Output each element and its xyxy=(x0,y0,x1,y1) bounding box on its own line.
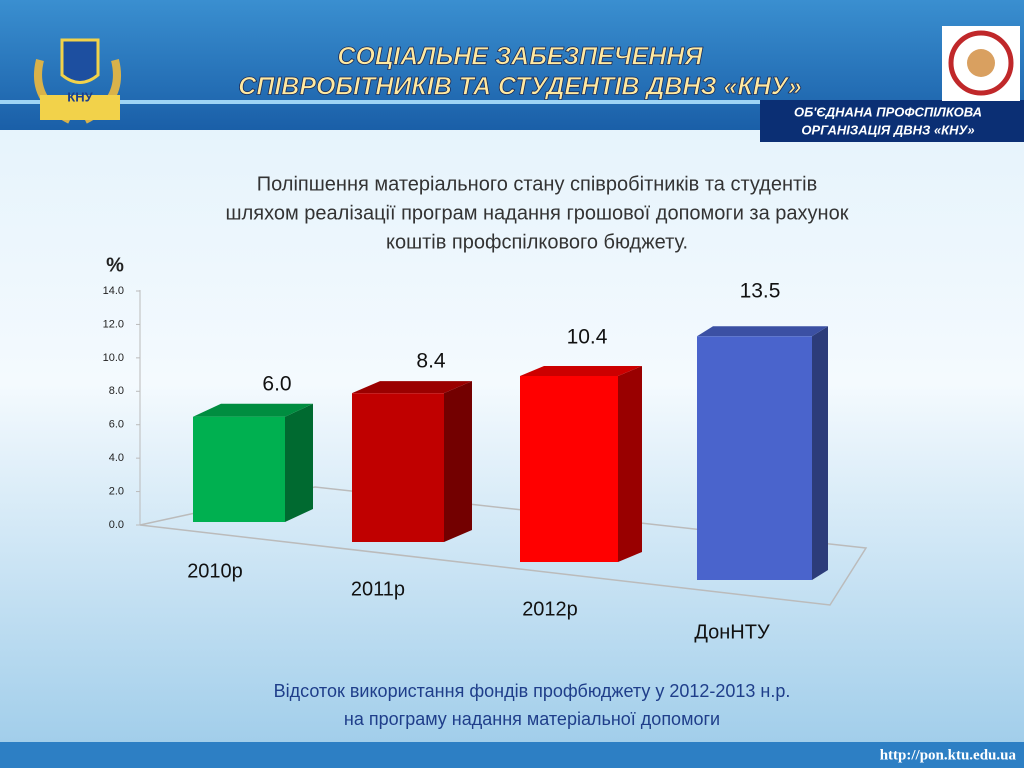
bar xyxy=(520,376,618,562)
plot: 0.0 2.0 4.0 6.0 8.0 10.0 12.0 14.0 6.0 2010р 8.4 20… xyxy=(103,280,828,643)
x-tick-label: ДонНТУ xyxy=(694,621,770,643)
bar-side xyxy=(285,403,313,522)
chart-subtitle: Поліпшення матеріального стану співробіт… xyxy=(257,173,817,195)
x-tick-label: 2010р xyxy=(187,560,243,582)
value-label: 6.0 xyxy=(262,373,291,396)
org-text: ОБ'ЄДНАНА ПРОФСПІЛКОВА xyxy=(794,104,982,119)
bar xyxy=(697,336,812,580)
header-stripe xyxy=(0,100,1024,104)
y-tick-label: 0.0 xyxy=(109,519,124,531)
org-band xyxy=(760,100,1024,142)
bar-top xyxy=(352,381,472,394)
org-logo xyxy=(942,26,1020,101)
org-text: ОРГАНІЗАЦІЯ ДВНЗ «КНУ» xyxy=(801,122,974,137)
bar-top xyxy=(697,326,828,337)
y-tick-label: 8.0 xyxy=(109,385,124,397)
logo-text: КНУ xyxy=(67,89,93,104)
bar xyxy=(193,416,285,522)
slide-title: СПІВРОБІТНИКІВ ТА СТУДЕНТІВ ДВНЗ «КНУ» xyxy=(238,73,802,101)
bar-side xyxy=(812,326,828,580)
logo: КНУ xyxy=(34,38,121,124)
y-axis-label: % xyxy=(106,254,124,276)
y-tick-label: 6.0 xyxy=(109,419,124,431)
bar-top xyxy=(520,366,642,377)
caption: на програму надання матеріальної допомог… xyxy=(344,709,720,729)
bar-side xyxy=(444,381,472,542)
y-tick-label: 10.0 xyxy=(103,352,124,364)
y-tick-label: 4.0 xyxy=(109,452,124,464)
value-label: 8.4 xyxy=(416,350,446,373)
bar-top xyxy=(193,403,313,417)
chart-subtitle: коштів профспілкового бюджету. xyxy=(386,231,688,253)
chart-subtitle: шляхом реалізації програм надання грошов… xyxy=(226,202,849,224)
x-tick-label: 2012р xyxy=(522,598,578,620)
caption: Відсоток використання фондів профбюджету… xyxy=(274,681,791,701)
y-tick-label: 12.0 xyxy=(103,318,124,330)
y-tick-label: 2.0 xyxy=(109,485,124,497)
y-tick-label: 14.0 xyxy=(103,285,124,297)
value-label: 13.5 xyxy=(740,280,781,303)
slide-title: СОЦІАЛЬНЕ ЗАБЕЗПЕЧЕННЯ xyxy=(337,43,703,71)
footer-url: http://pon.ktu.edu.ua xyxy=(880,747,1017,763)
footer-band xyxy=(0,742,1024,768)
value-label: 10.4 xyxy=(567,326,608,349)
x-tick-label: 2011р xyxy=(351,578,405,600)
bar xyxy=(352,393,444,542)
bar-side xyxy=(618,366,642,562)
